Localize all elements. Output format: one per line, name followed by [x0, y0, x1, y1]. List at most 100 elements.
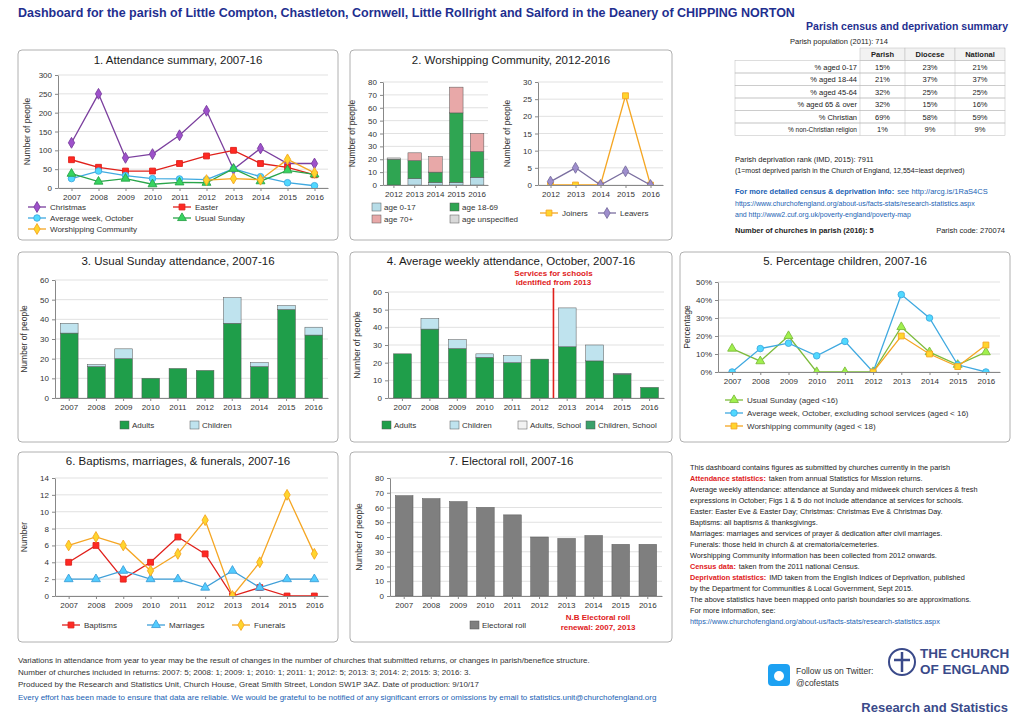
y-tick: 50% — [696, 278, 718, 287]
series-line — [873, 336, 986, 372]
marker — [284, 154, 290, 165]
legend-item: Usual Sunday — [173, 213, 245, 223]
bar — [450, 182, 464, 185]
x-tick-mark — [123, 596, 124, 599]
bar — [448, 349, 466, 398]
grid-line — [55, 511, 328, 512]
bar — [408, 161, 422, 179]
table-rule — [860, 111, 861, 124]
link[interactable]: https://www.churchofengland.org/about-us… — [690, 617, 940, 626]
link[interactable]: and http://www2.cuf.org.uk/poverty-engla… — [735, 211, 911, 219]
y-tick: 250 — [39, 90, 58, 99]
legend-item: Electoral roll — [470, 621, 526, 630]
marker — [870, 369, 876, 372]
table-row-label: % Christian — [819, 113, 857, 122]
x-tick-label: 2014 — [585, 601, 603, 610]
table-cell: 15% — [875, 63, 890, 72]
annotation: Services for schools — [514, 269, 593, 278]
y-tick-label: 0 — [45, 592, 50, 601]
y-axis-line — [390, 479, 391, 597]
y-tick: 100 — [39, 146, 58, 155]
marker — [147, 565, 153, 576]
y-tick-label: 30 — [375, 548, 384, 557]
legend-item: Leavers — [598, 208, 648, 219]
note: by the Department for Communities & Loca… — [690, 584, 913, 593]
x-tick-label: 2014 — [921, 377, 939, 386]
y-tick-label: 40 — [40, 315, 49, 324]
legend-item: age unspecified — [450, 215, 518, 224]
y-tick: 30% — [696, 314, 718, 323]
bar — [450, 502, 468, 596]
y-tick-label: 80 — [375, 474, 384, 483]
note: For more information, see: — [690, 606, 776, 615]
y-axis-title: Number of people — [19, 305, 29, 373]
x-tick: 2011 — [504, 596, 522, 610]
legend-swatch — [372, 215, 381, 223]
x-tick-label: 2010 — [142, 403, 160, 412]
y-tick-mark — [380, 95, 383, 96]
legend-marker — [152, 620, 161, 628]
bar — [408, 179, 422, 185]
x-tick: 2010 — [477, 596, 495, 610]
x-tick: 2013 — [224, 596, 242, 610]
logo-emblem — [889, 649, 915, 675]
bar — [641, 387, 659, 388]
y-tick: 0 — [45, 592, 55, 601]
legend-label: Adults, School — [530, 421, 581, 430]
marks — [547, 93, 653, 185]
x-tick: 2015 — [279, 188, 297, 202]
marks — [393, 308, 658, 398]
more-info-link[interactable]: see http://arcg.is/1RaS4CS — [897, 187, 987, 196]
legend: ChristmasEasterAverage week, OctoberUsua… — [28, 202, 245, 235]
marker — [257, 143, 263, 154]
table-rule — [955, 111, 956, 124]
x-tick: 2016 — [978, 372, 996, 386]
grid-line — [58, 112, 328, 113]
grid-line — [383, 120, 488, 121]
twitter-handle[interactable]: @cofestats — [796, 678, 839, 688]
legend-marker — [34, 215, 41, 222]
y-tick-mark — [387, 493, 390, 494]
bar — [476, 353, 494, 354]
x-tick-mark — [601, 185, 602, 188]
marker — [983, 342, 989, 348]
background — [0, 0, 1020, 721]
x-tick-mark — [484, 398, 485, 401]
bar — [387, 159, 401, 160]
x-tick: 2008 — [90, 188, 108, 202]
table-cell: 23% — [922, 63, 937, 72]
x-tick-label: 2011 — [170, 601, 188, 610]
x-tick: 2009 — [117, 188, 135, 202]
marks — [60, 298, 322, 398]
x-tick-label: 2014 — [427, 190, 445, 199]
x-tick-label: 2011 — [504, 601, 522, 610]
x-tick-label: 2012 — [385, 190, 403, 199]
x-axis: 2007200820092010201120122013201420152016 — [391, 596, 663, 610]
x-tick-label: 2015 — [617, 190, 635, 199]
y-tick-label: 0 — [380, 592, 385, 601]
legend-marker — [179, 204, 185, 210]
x-tick-label: 2016 — [639, 601, 657, 610]
note: The above statistics have been mapped on… — [690, 595, 971, 604]
y-tick-label: 8 — [45, 525, 50, 534]
table-cell: 21% — [875, 75, 890, 84]
x-tick-label: 2010 — [476, 403, 494, 412]
y-tick-mark — [52, 596, 55, 597]
legend-item: Worshipping community (aged < 18) — [725, 422, 876, 431]
x-tick: 2015 — [612, 596, 630, 610]
x-tick-label: 2014 — [586, 403, 604, 412]
bar — [223, 298, 241, 324]
y-tick-label: 30 — [40, 335, 49, 344]
y-tick: 0 — [45, 394, 55, 403]
y-tick-label: 10 — [373, 376, 382, 385]
table-cell: 9% — [975, 125, 986, 134]
legend: age 0-17age 18-69age 70+age unspecified — [372, 203, 518, 224]
legend-label: Joiners — [562, 209, 588, 218]
table-cell: 32% — [875, 100, 890, 109]
x-tick: 2012 — [865, 372, 883, 386]
link[interactable]: https://www.churchofengland.org/about-us… — [735, 200, 975, 208]
x-tick-mark — [313, 398, 314, 401]
x-tick-mark — [429, 398, 430, 401]
table-row — [735, 123, 1005, 136]
y-axis: 02468101214 — [40, 474, 55, 601]
